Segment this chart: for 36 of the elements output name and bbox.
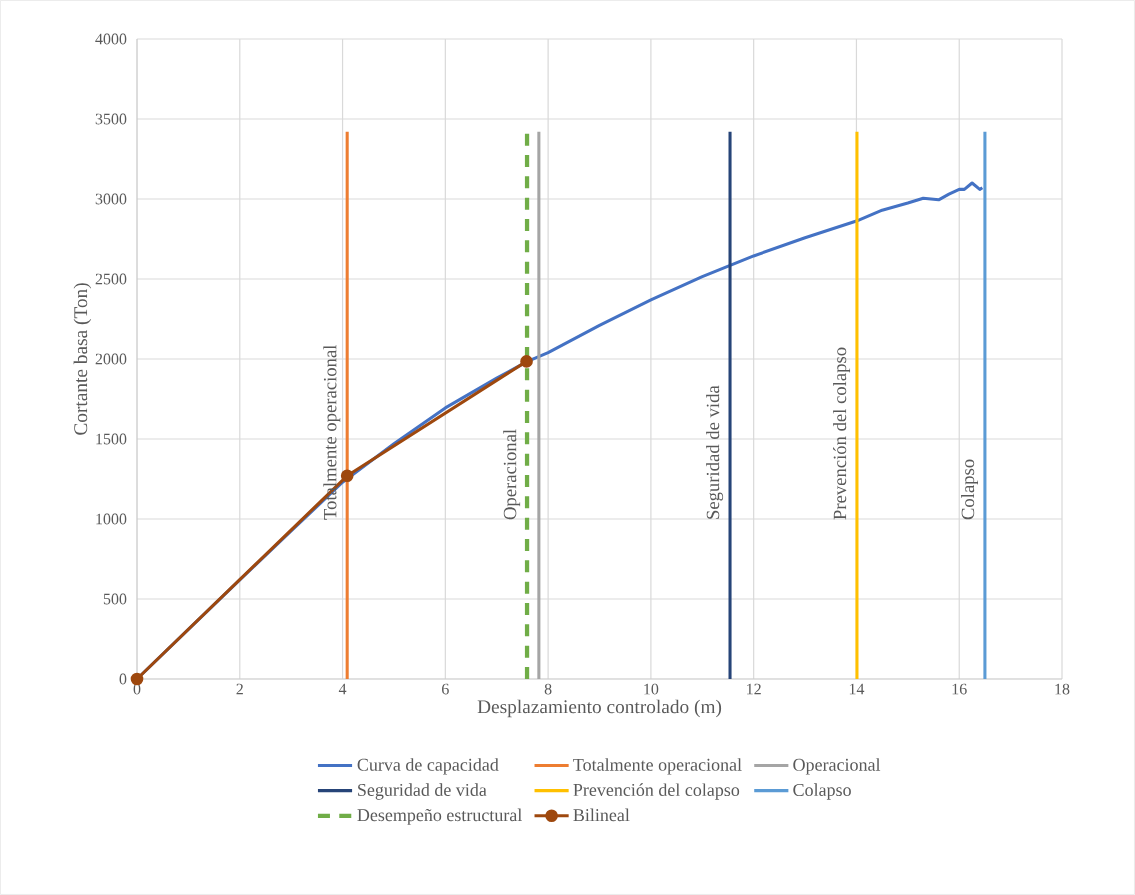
- legend-label: Totalmente operacional: [573, 758, 742, 775]
- legend-label: Curva de capacidad: [357, 758, 499, 775]
- legend-label: Seguridad de vida: [358, 783, 487, 800]
- annotation: Operacional: [503, 429, 521, 520]
- x-tick-label: 14: [849, 683, 865, 695]
- annotation: Prevención del colapso: [833, 347, 851, 520]
- x-tick-label: 16: [952, 683, 967, 695]
- annotation: Seguridad de vida: [706, 385, 724, 519]
- y-tick-label: 3500: [95, 113, 127, 125]
- y-tick-label: 2500: [95, 273, 127, 285]
- annotation: Colapso: [961, 459, 978, 520]
- y-tick-label: 0: [119, 673, 127, 685]
- y-tick-label: 1000: [96, 513, 127, 525]
- point: [130, 672, 144, 686]
- y-tick-label: 3000: [95, 193, 127, 205]
- x-tick-label: 6: [442, 683, 449, 695]
- legend-label: Desempeño estructural: [357, 808, 522, 825]
- legend-label: Colapso: [793, 783, 851, 800]
- x-axis-title: Desplazamiento controlado (m): [477, 699, 722, 718]
- legend-label: Prevención del colapso: [573, 783, 740, 800]
- point: [340, 469, 354, 483]
- y-axis-title: Cortante basa (Ton): [73, 283, 92, 435]
- y-tick-label: 2000: [95, 353, 127, 365]
- x-tick-label: 10: [644, 683, 659, 695]
- x-tick-label: 12: [747, 683, 761, 695]
- x-tick-label: 4: [338, 683, 347, 695]
- legend-label: Operacional: [793, 758, 881, 775]
- x-tick-label: 18: [1055, 683, 1070, 695]
- point: [520, 355, 533, 368]
- x-tick-label: 8: [544, 683, 552, 695]
- y-tick-label: 1500: [96, 433, 127, 445]
- annotation: Totalmente operacional: [323, 344, 341, 520]
- y-tick-label: 500: [103, 593, 127, 605]
- y-tick-label: 4000: [95, 33, 127, 45]
- legend-label: Bilineal: [573, 808, 630, 822]
- x-tick-label: 2: [236, 683, 243, 695]
